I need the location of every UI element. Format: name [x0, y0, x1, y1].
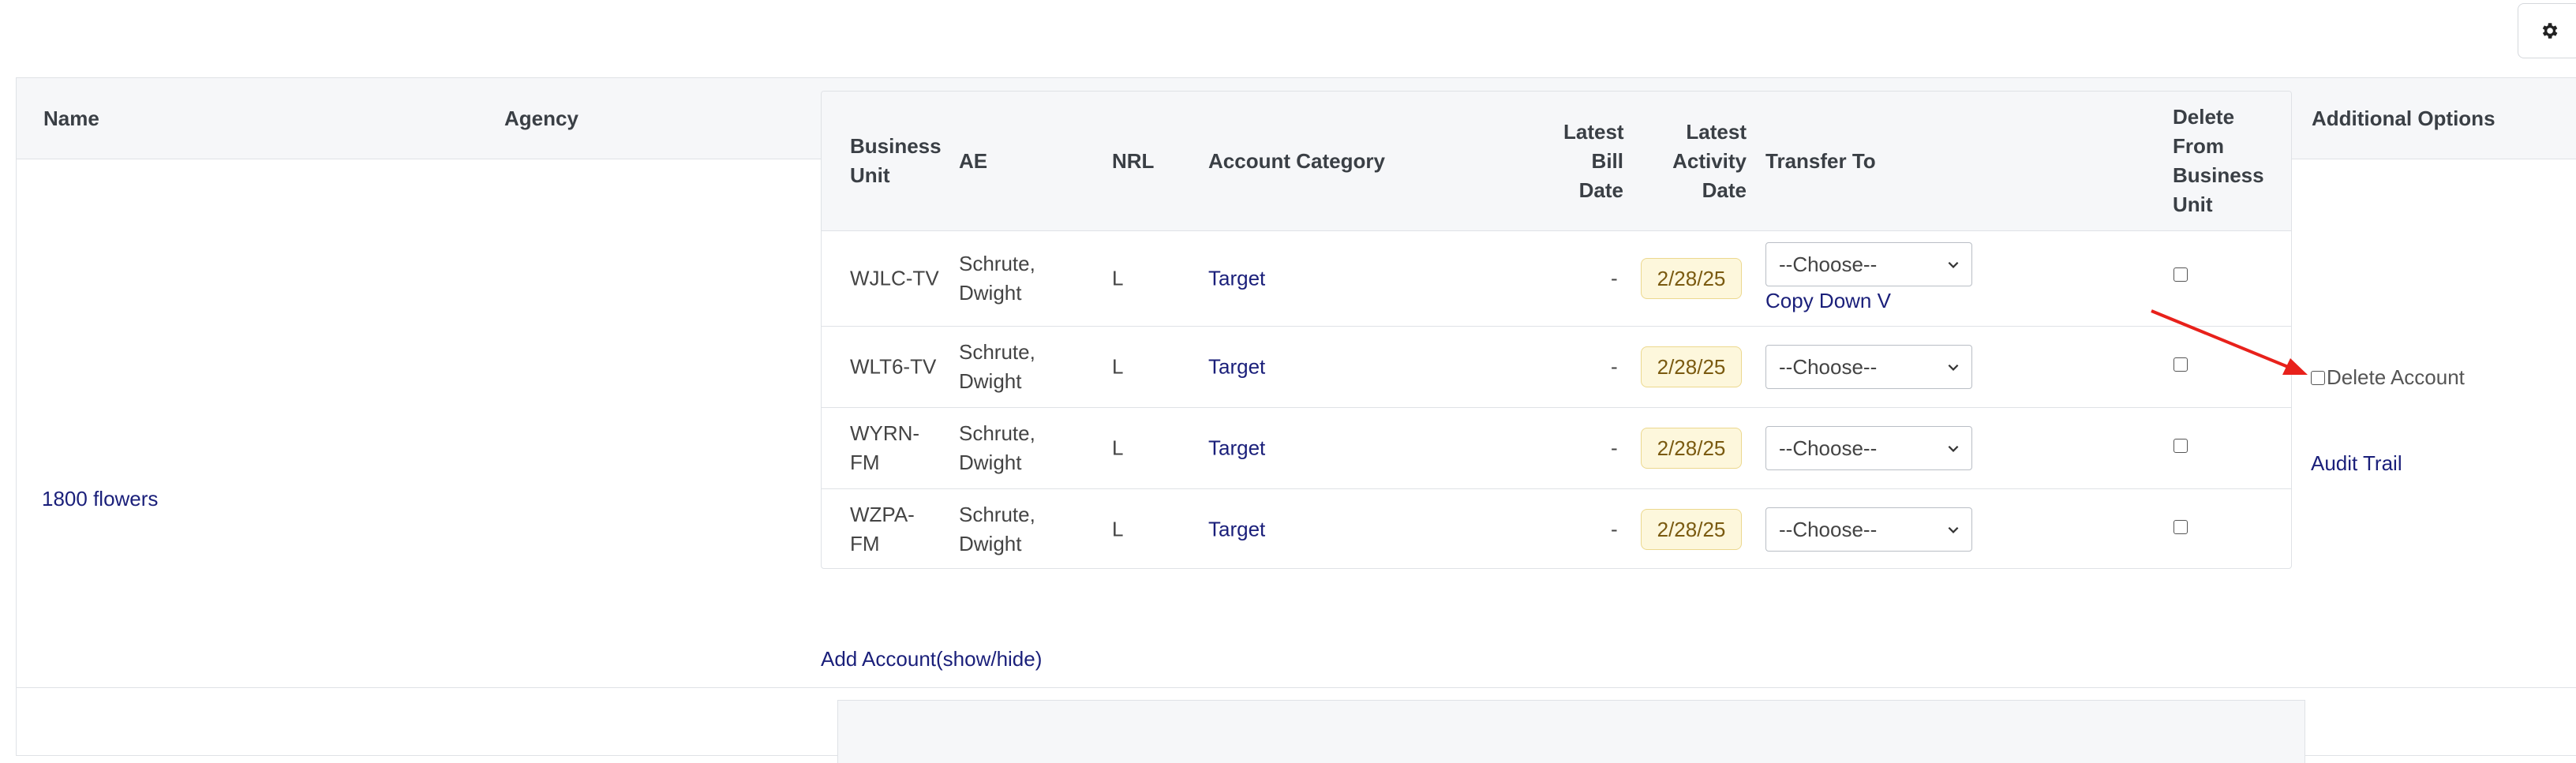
- settings-button[interactable]: [2518, 3, 2576, 58]
- account-row: WZPA- FM Schrute, Dwight L Target - 2/28…: [822, 489, 2291, 568]
- chevron-down-icon: [1948, 445, 1959, 452]
- header-account-category: Account Category: [1208, 149, 1385, 173]
- header-additional-options: Additional Options: [2312, 107, 2496, 130]
- header-text: Unit: [2173, 193, 2213, 216]
- header-nrl: NRL: [1112, 149, 1155, 173]
- copy-down-link[interactable]: Copy Down V: [1765, 289, 1891, 312]
- account-category-link[interactable]: Target: [1208, 436, 1266, 460]
- transfer-to-select[interactable]: --Choose--: [1765, 426, 1972, 470]
- header-business-unit: Business Unit: [850, 132, 942, 190]
- latest-activity-date-badge: 2/28/25: [1641, 428, 1742, 469]
- nrl-cell: L: [1112, 517, 1124, 541]
- business-unit-text: FM: [850, 532, 880, 555]
- business-unit-cell: WZPA- FM: [850, 500, 915, 559]
- ae-cell: Schrute, Dwight: [959, 500, 1035, 559]
- header-text: Activity: [1672, 149, 1747, 173]
- delete-from-business-unit-checkbox[interactable]: [2174, 357, 2188, 372]
- delete-account-label: Delete Account: [2327, 365, 2465, 389]
- header-text: Unit: [850, 163, 890, 187]
- header-text: Latest: [1686, 120, 1747, 144]
- account-row: WYRN- FM Schrute, Dwight L Target - 2/28…: [822, 408, 2291, 489]
- latest-bill-date-cell: -: [1611, 354, 1618, 379]
- transfer-to-select[interactable]: --Choose--: [1765, 345, 1972, 389]
- ae-text: Schrute,: [959, 503, 1035, 526]
- latest-bill-date-cell: -: [1611, 517, 1618, 541]
- row-divider: [17, 687, 2576, 688]
- ae-text: Dwight: [959, 451, 1022, 474]
- audit-trail-link[interactable]: Audit Trail: [2311, 451, 2402, 475]
- nrl-cell: L: [1112, 266, 1124, 290]
- delete-from-business-unit-checkbox[interactable]: [2174, 439, 2188, 453]
- delete-from-business-unit-checkbox[interactable]: [2174, 267, 2188, 282]
- business-unit-cell: WYRN- FM: [850, 419, 919, 477]
- business-unit-text: WZPA-: [850, 503, 915, 526]
- ae-cell: Schrute, Dwight: [959, 338, 1035, 396]
- gear-icon: [2542, 23, 2558, 39]
- transfer-to-select[interactable]: --Choose--: [1765, 507, 1972, 552]
- ae-text: Schrute,: [959, 340, 1035, 364]
- latest-activity-date-badge: 2/28/25: [1641, 346, 1742, 387]
- business-unit-text: FM: [850, 451, 880, 474]
- ae-text: Dwight: [959, 532, 1022, 555]
- business-name-link[interactable]: 1800 flowers: [42, 487, 159, 511]
- header-text: From: [2173, 134, 2224, 158]
- header-name: Name: [43, 107, 99, 130]
- ae-text: Dwight: [959, 369, 1022, 393]
- select-value: --Choose--: [1779, 518, 1878, 541]
- header-text: Bill: [1591, 149, 1623, 173]
- chevron-down-icon: [1948, 526, 1959, 533]
- business-unit-text: WLT6-TV: [850, 354, 937, 379]
- account-row: WJLC-TV Schrute, Dwight L Target - 2/28/…: [822, 231, 2291, 327]
- header-text: Business: [850, 134, 942, 158]
- select-value: --Choose--: [1779, 252, 1878, 276]
- select-value: --Choose--: [1779, 436, 1878, 460]
- header-latest-bill-date: Latest Bill Date: [1563, 118, 1624, 205]
- annotation-arrow-icon: [2151, 309, 2308, 375]
- chevron-down-icon: [1948, 261, 1959, 268]
- account-category-link[interactable]: Target: [1208, 517, 1266, 541]
- delete-account-checkbox[interactable]: [2311, 370, 2325, 385]
- delete-account-option[interactable]: Delete Account: [2311, 365, 2465, 390]
- latest-activity-date-badge: 2/28/25: [1641, 258, 1742, 299]
- ae-text: Schrute,: [959, 421, 1035, 445]
- header-text: Business: [2173, 163, 2264, 187]
- latest-activity-date-badge: 2/28/25: [1641, 509, 1742, 550]
- nrl-cell: L: [1112, 354, 1124, 379]
- header-latest-activity-date: Latest Activity Date: [1658, 118, 1747, 205]
- accounts-table: Business Unit AE NRL Account Category La…: [821, 91, 2292, 569]
- header-delete-from-business-unit: Delete From Business Unit: [2173, 103, 2264, 219]
- select-value: --Choose--: [1779, 355, 1878, 379]
- account-row: WLT6-TV Schrute, Dwight L Target - 2/28/…: [822, 327, 2291, 408]
- delete-from-business-unit-checkbox[interactable]: [2174, 520, 2188, 534]
- accounts-table-header: Business Unit AE NRL Account Category La…: [822, 92, 2291, 231]
- business-unit-text: WJLC-TV: [850, 266, 939, 290]
- header-text: Latest: [1563, 120, 1624, 144]
- header-text: Date: [1702, 178, 1747, 202]
- business-unit-cell: WJLC-TV: [850, 264, 939, 294]
- chevron-down-icon: [1948, 364, 1959, 371]
- business-unit-cell: WLT6-TV: [850, 353, 936, 382]
- ae-cell: Schrute, Dwight: [959, 249, 1035, 308]
- ae-text: Dwight: [959, 281, 1022, 305]
- account-category-link[interactable]: Target: [1208, 354, 1266, 379]
- header-text: Delete: [2173, 105, 2235, 129]
- add-account-toggle-link[interactable]: Add Account(show/hide): [821, 647, 1043, 671]
- transfer-to-select[interactable]: --Choose--: [1765, 242, 1972, 286]
- header-text: Date: [1578, 178, 1623, 202]
- header-transfer-to: Transfer To: [1765, 149, 1876, 173]
- latest-bill-date-cell: -: [1611, 436, 1618, 460]
- header-agency: Agency: [504, 107, 578, 130]
- ae-text: Schrute,: [959, 252, 1035, 275]
- account-category-link[interactable]: Target: [1208, 266, 1266, 290]
- nrl-cell: L: [1112, 436, 1124, 460]
- header-ae: AE: [959, 149, 988, 173]
- latest-bill-date-cell: -: [1611, 266, 1618, 290]
- business-unit-text: WYRN-: [850, 421, 920, 445]
- ae-cell: Schrute, Dwight: [959, 419, 1035, 477]
